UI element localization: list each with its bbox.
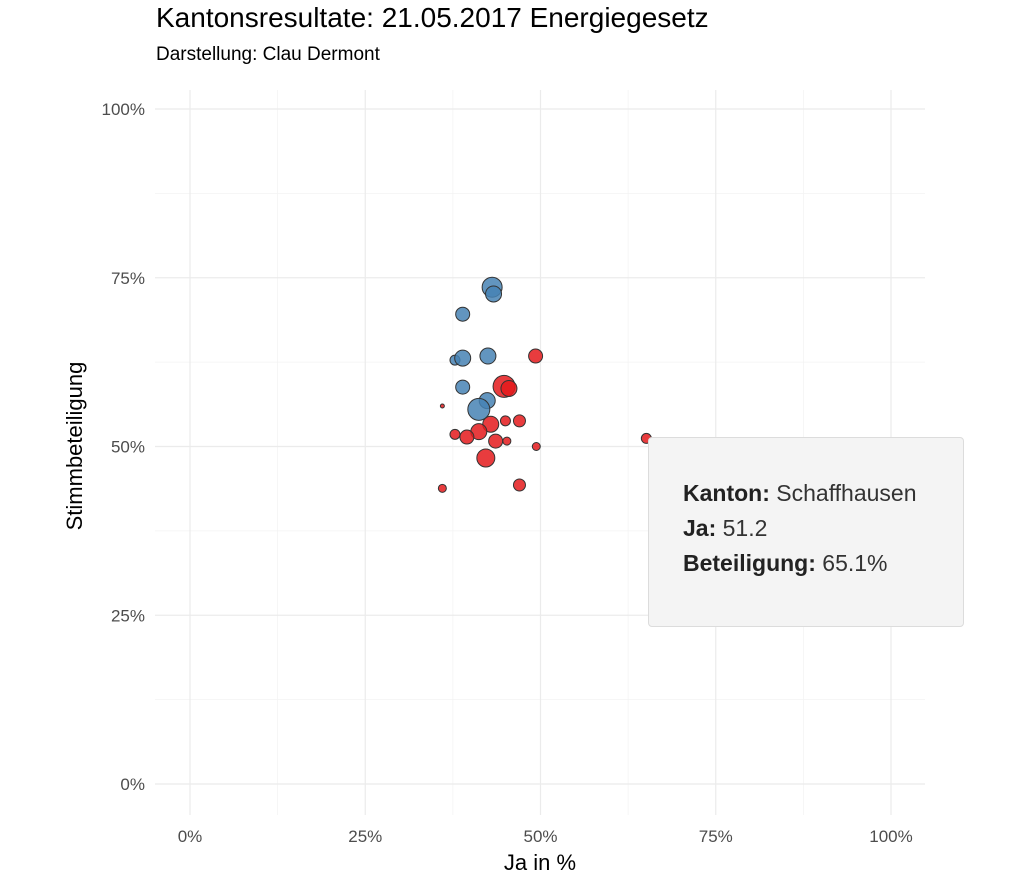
data-point[interactable] [459,429,475,445]
y-tick-label: 0% [120,775,145,794]
data-point[interactable] [531,442,541,451]
hover-tooltip: Kanton: Schaffhausen Ja: 51.2 Beteiligun… [648,437,964,627]
tick-labels: 0% 25% 50% 75% 100% 0% 25% 50% 75% 100% [102,100,913,846]
x-tick-label: 50% [523,827,557,846]
tooltip-beteiligung-label: Beteiligung: [683,550,816,576]
data-point[interactable] [500,379,518,397]
y-tick-label: 100% [102,100,145,119]
x-tick-label: 100% [869,827,912,846]
data-point[interactable] [476,448,496,468]
data-point[interactable] [512,478,526,492]
data-point[interactable] [479,347,497,365]
tooltip-beteiligung-line: Beteiligung: 65.1% [683,546,963,581]
grid [155,90,925,815]
data-point[interactable] [499,415,511,427]
data-point[interactable] [454,349,472,367]
y-tick-label: 25% [111,606,145,625]
tooltip-kanton-label: Kanton: [683,480,770,506]
data-point[interactable] [455,306,471,322]
data-point[interactable] [455,379,471,395]
tooltip-kanton-line: Kanton: Schaffhausen [683,476,963,511]
data-points [437,276,652,493]
data-point[interactable] [437,483,447,493]
data-point[interactable] [439,403,445,409]
data-point[interactable] [528,348,544,364]
chart-title: Kantonsresultate: 21.05.2017 Energiegese… [156,2,709,33]
tooltip-ja-value: 51.2 [722,515,768,541]
data-point[interactable] [488,433,504,449]
tooltip-ja-label: Ja: [683,515,717,541]
y-axis-title: Stimmbeteiligung [62,362,87,531]
data-point[interactable] [502,436,512,446]
data-point[interactable] [512,414,526,428]
data-point[interactable] [467,397,491,421]
data-point[interactable] [485,285,503,303]
chart-subtitle: Darstellung: Clau Dermont [156,44,380,65]
tooltip-ja-line: Ja: 51.2 [683,511,963,546]
tooltip-kanton-value: Schaffhausen [776,480,917,506]
x-tick-label: 25% [348,827,382,846]
tooltip-beteiligung-value: 65.1% [822,550,888,576]
y-tick-label: 75% [111,269,145,288]
x-tick-label: 0% [178,827,203,846]
x-axis-title: Ja in % [504,850,576,875]
y-tick-label: 50% [111,438,145,457]
data-point[interactable] [449,428,461,440]
x-tick-label: 75% [699,827,733,846]
